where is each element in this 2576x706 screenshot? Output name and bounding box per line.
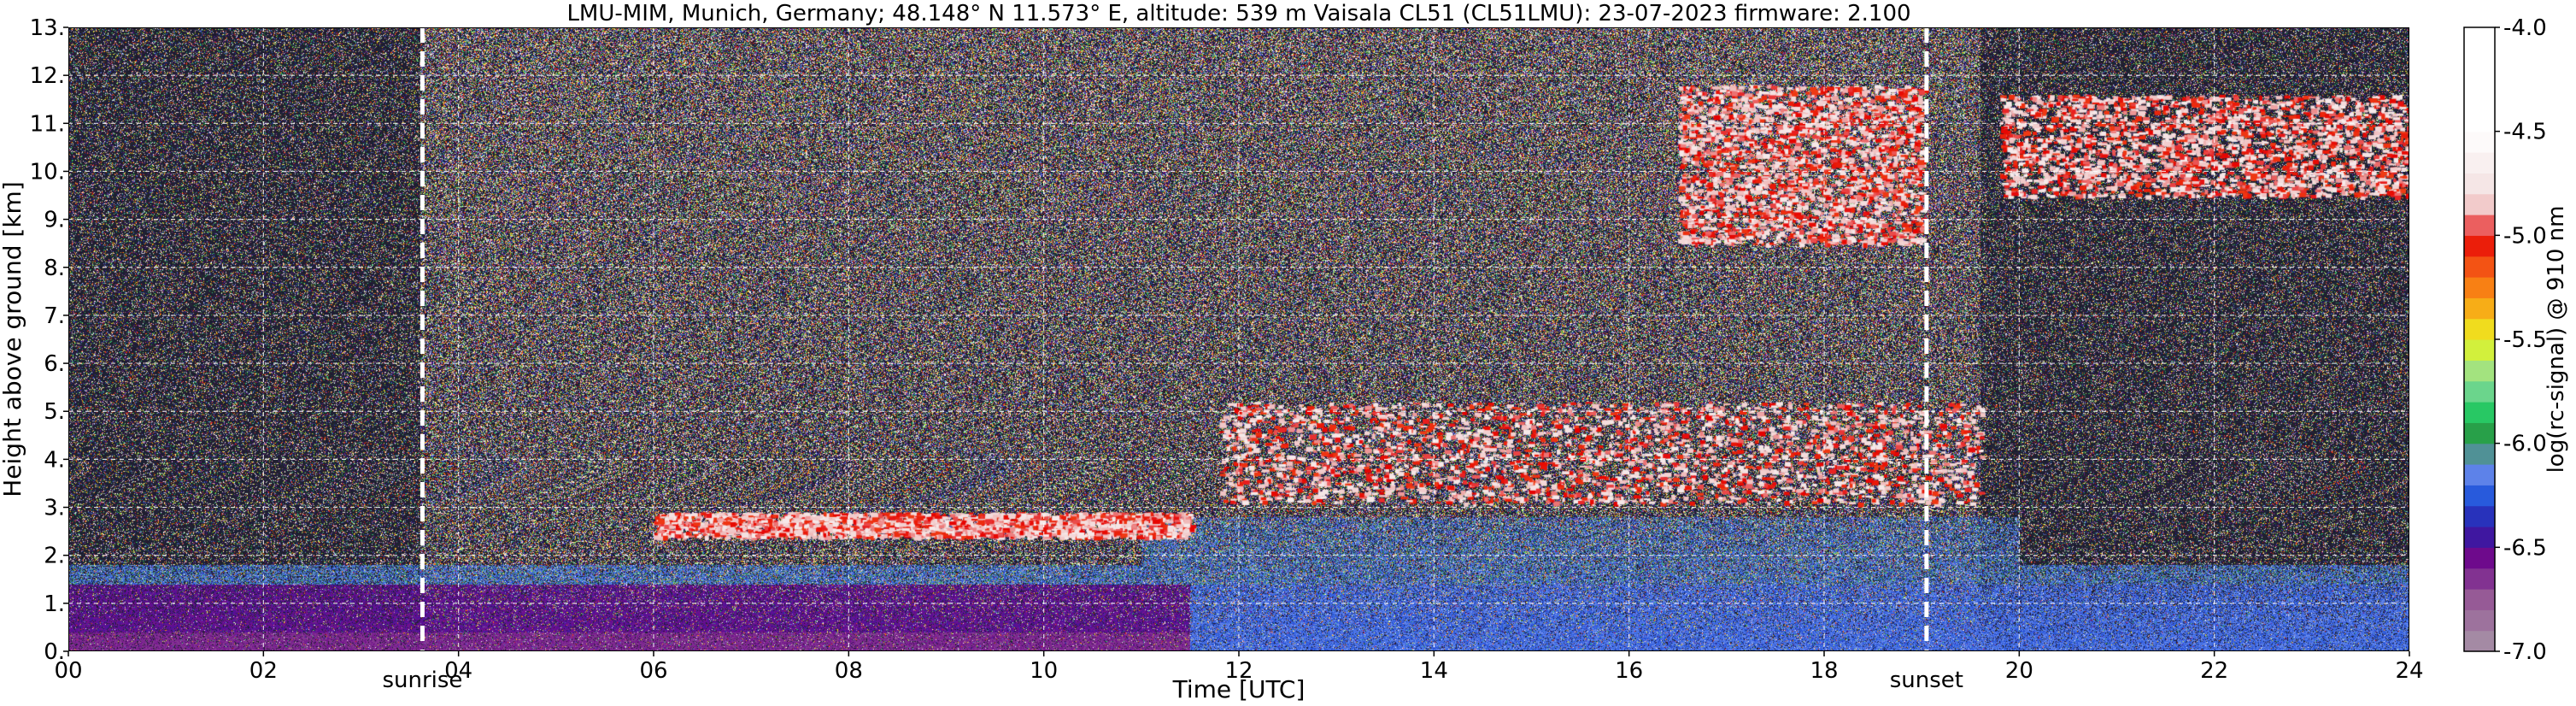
colorbar-label: log(rc-signal) @ 910 nm <box>2544 206 2569 474</box>
colorbar-tick-label: -6.0 <box>2503 432 2547 457</box>
plot-area <box>68 27 2409 651</box>
sunset-label: sunset <box>1890 668 1963 693</box>
colorbar-segment <box>2464 90 2495 111</box>
x-tick-label: 06 <box>639 658 667 684</box>
y-tick-label: 2. <box>44 544 65 569</box>
colorbar-segment <box>2464 110 2495 132</box>
colorbar-segment <box>2464 68 2495 91</box>
colorbar-segment <box>2464 547 2495 569</box>
plot-overlay <box>68 27 2409 651</box>
x-tick-label: 18 <box>1810 658 1838 684</box>
y-tick-label: 4. <box>44 447 65 473</box>
y-tick-label: 6. <box>44 351 65 377</box>
x-tick-label: 08 <box>835 658 863 684</box>
colorbar-segment <box>2464 380 2495 403</box>
x-tick-label: 20 <box>2005 658 2033 684</box>
colorbar-segment <box>2464 609 2495 632</box>
y-tick-label: 0. <box>44 639 65 665</box>
sunrise-label: sunrise <box>382 668 462 693</box>
colorbar-segment <box>2464 443 2495 465</box>
colorbar-segment <box>2464 27 2495 49</box>
colorbar-tick-label: -4.0 <box>2503 15 2547 41</box>
x-tick-label: 16 <box>1615 658 1643 684</box>
y-tick-label: 9. <box>44 208 65 233</box>
chart-title: LMU-MIM, Munich, Germany; 48.148° N 11.5… <box>566 1 1910 26</box>
x-axis-label: Time [UTC] <box>1172 675 1306 703</box>
y-tick-label: 10. <box>30 159 65 185</box>
colorbar-segment <box>2464 589 2495 610</box>
colorbar-segment <box>2464 505 2495 527</box>
x-tick-label: 10 <box>1030 658 1058 684</box>
colorbar-segment <box>2464 318 2495 340</box>
colorbar-tick-label: -5.0 <box>2503 223 2547 249</box>
y-tick-label: 1. <box>44 591 65 617</box>
y-tick-label: 11. <box>30 111 65 137</box>
x-tick-label: 00 <box>54 658 82 684</box>
colorbar-segment <box>2464 256 2495 278</box>
colorbar: -4.0 -4.5 -5.0 -5.5 -6.0 -6.5 -7.0 <box>2463 15 2547 665</box>
colorbar-tick-label: -6.5 <box>2503 535 2547 561</box>
colorbar-segment <box>2464 193 2495 215</box>
colorbar-segment <box>2464 277 2495 298</box>
colorbar-segment <box>2464 297 2495 320</box>
colorbar-segment <box>2464 485 2495 507</box>
colorbar-segment <box>2464 360 2495 382</box>
colorbar-segment <box>2464 173 2495 195</box>
y-axis-label: Height above ground [km] <box>0 181 26 497</box>
y-tick-label: 12. <box>30 63 65 89</box>
colorbar-segment <box>2464 402 2495 423</box>
x-tick-label: 22 <box>2200 658 2228 684</box>
x-tick-label: 12 <box>1224 658 1253 684</box>
colorbar-segment <box>2464 339 2495 361</box>
y-tick-labels: 0. 1. 2. 3. 4. 5. 6. 7. 8. 9. 10. 11. 12. 13. <box>30 15 68 665</box>
y-tick-label: 5. <box>44 399 65 425</box>
x-tick-labels: 00 02 04 06 08 10 12 14 16 18 20 22 24 <box>54 651 2424 684</box>
colorbar-segment <box>2464 630 2495 652</box>
colorbar-segment <box>2464 215 2495 236</box>
colorbar-tick-label: -7.0 <box>2503 639 2547 665</box>
x-tick-label: 14 <box>1420 658 1448 684</box>
colorbar-segment <box>2464 464 2495 485</box>
y-tick-label: 8. <box>44 256 65 281</box>
colorbar-segment <box>2464 568 2495 590</box>
colorbar-segment <box>2464 422 2495 444</box>
colorbar-tick-label: -4.5 <box>2503 120 2547 145</box>
marker-labels: sunrise sunset <box>382 668 1963 693</box>
colorbar-segment <box>2464 48 2495 70</box>
colorbar-segment <box>2464 527 2495 548</box>
x-tick-label: 02 <box>249 658 278 684</box>
x-tick-label: 24 <box>2395 658 2423 684</box>
y-tick-label: 7. <box>44 303 65 329</box>
colorbar-segment <box>2464 235 2495 257</box>
colorbar-segment <box>2464 152 2495 174</box>
colorbar-segment <box>2464 131 2495 153</box>
colorbar-tick-label: -5.5 <box>2503 327 2547 353</box>
y-tick-label: 13. <box>30 15 65 41</box>
x-tick-label: 04 <box>444 658 472 684</box>
y-tick-label: 3. <box>44 496 65 521</box>
